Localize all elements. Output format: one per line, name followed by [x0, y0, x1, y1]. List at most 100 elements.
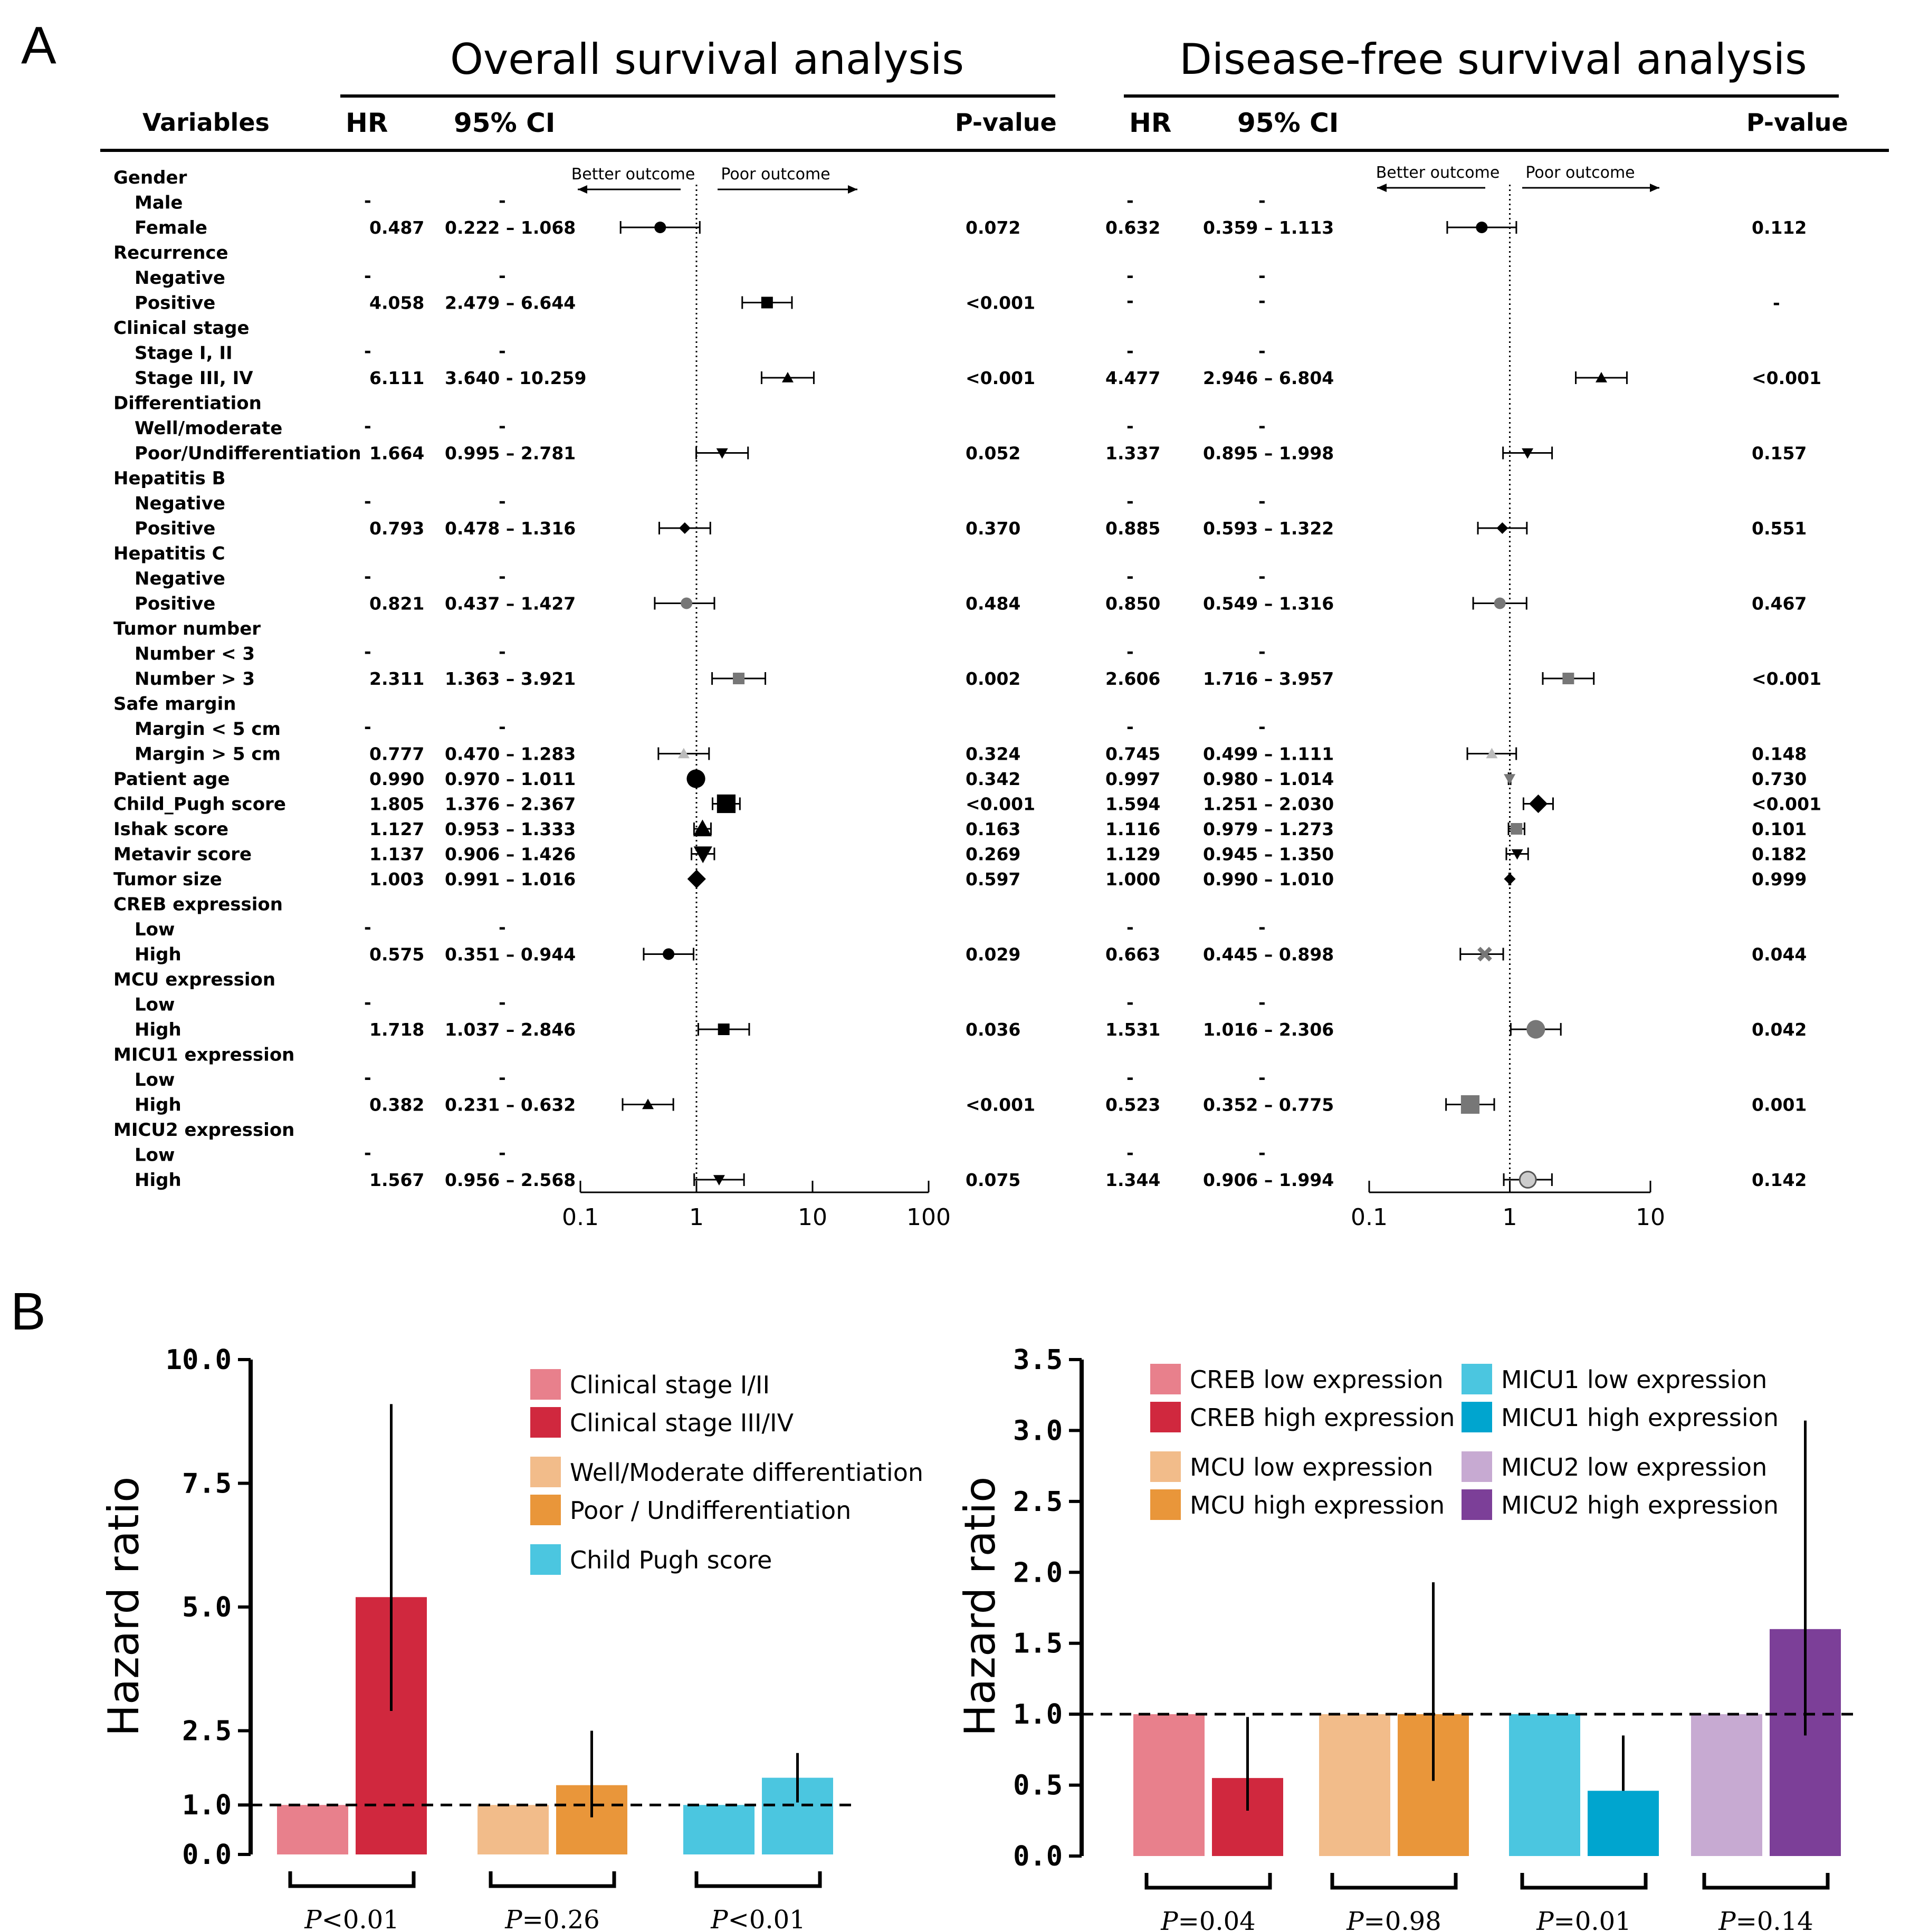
os-ci-value: - [499, 992, 506, 1013]
variable-group-label: Clinical stage [113, 318, 250, 339]
variable-level-label: Negative [135, 568, 225, 589]
os-p-value: 0.370 [966, 518, 1020, 539]
os-p-value: 0.002 [966, 668, 1020, 689]
variable-group-label: Safe margin [113, 694, 236, 715]
variable-level-label: Positive [135, 594, 215, 615]
os-point-marker [663, 948, 675, 960]
os-poor-outcome: Poor outcome [721, 165, 830, 184]
dfs-hr-value: - [1126, 642, 1134, 662]
p-rest: <0.01 [322, 1905, 399, 1932]
chart1-bar [1509, 1714, 1580, 1856]
variable-level-label: Number > 3 [135, 668, 255, 690]
os-hr-value: 1.137 [369, 844, 424, 865]
chart1-bar [1133, 1714, 1205, 1856]
chart0-y-tick-label: 10.0 [166, 1344, 232, 1376]
dfs-hr-value: - [1126, 265, 1134, 286]
dfs-point-marker [1460, 1095, 1480, 1114]
os-hr-value: 0.777 [369, 744, 424, 764]
chart1-p-value: P=0.98 [1346, 1907, 1441, 1932]
os-ci-value: 0.222 – 1.068 [445, 217, 576, 238]
variable-group-label: Ishak score [113, 819, 228, 840]
os-ci-value: 0.970 – 1.011 [445, 769, 576, 789]
os-ci-value: 0.906 – 1.426 [445, 844, 576, 865]
os-ci-value: - [499, 265, 506, 286]
dfs-p-value: 0.467 [1752, 594, 1807, 614]
variable-group-label: Child_Pugh score [113, 794, 286, 815]
os-p-value: 0.269 [966, 844, 1020, 865]
os-hr-value: 1.718 [369, 1019, 424, 1040]
os-point-marker [761, 297, 773, 309]
dfs-better-arrow-head [1377, 184, 1387, 192]
header-variables: Variables [142, 108, 270, 137]
variable-group-label: MCU expression [113, 969, 275, 990]
chart1-p-value: P=0.01 [1536, 1907, 1631, 1932]
dfs-hr-value: 1.344 [1105, 1170, 1160, 1190]
chart1-legend-label: MICU1 low expression [1501, 1365, 1767, 1394]
chart1-y-tick-label: 2.0 [1013, 1557, 1063, 1589]
dfs-ci-value: 0.895 – 1.998 [1203, 443, 1334, 464]
variable-level-label: Low [135, 919, 175, 940]
os-hr-value: 0.990 [369, 769, 424, 789]
p-italic: P [1160, 1907, 1178, 1932]
os-p-value: 0.036 [966, 1019, 1020, 1040]
dfs-point-marker [1511, 849, 1523, 860]
os-ci-value: 0.956 – 2.568 [445, 1170, 576, 1190]
chart1-legend-label: MCU high expression [1190, 1491, 1445, 1519]
os-better-arrow-head [578, 185, 587, 194]
chart0-legend-label: Poor / Undifferentiation [570, 1496, 851, 1525]
os-point-marker [677, 748, 690, 759]
os-point-marker [716, 448, 728, 459]
chart0-group-bracket [288, 1871, 416, 1888]
dfs-ci-value: 1.016 – 2.306 [1203, 1019, 1334, 1040]
chart1-legend-swatch [1462, 1402, 1492, 1432]
chart0-legend-swatch [530, 1495, 561, 1525]
os-ci-value: - [499, 1067, 506, 1088]
p-italic: P [1346, 1907, 1364, 1932]
dfs-hr-value: 0.632 [1105, 217, 1160, 238]
os-p-value: <0.001 [966, 293, 1035, 313]
dfs-poor-arrow-head [1650, 184, 1659, 192]
header-dfs-ci: 95% CI [1237, 108, 1339, 138]
os-hr-value: 0.821 [369, 594, 424, 614]
dfs-hr-value: 0.850 [1105, 594, 1160, 614]
variable-group-label: CREB expression [113, 894, 283, 915]
os-point-marker [781, 372, 794, 382]
chart0-group-bracket [694, 1871, 822, 1888]
os-hr-value: 1.567 [369, 1170, 424, 1190]
dfs-p-value: 0.148 [1752, 744, 1807, 764]
os-ci-value: 1.037 – 2.846 [445, 1019, 576, 1040]
chart0-bar [277, 1805, 348, 1854]
os-hr-value: - [364, 716, 371, 737]
chart1-legend-swatch [1150, 1364, 1181, 1394]
dfs-hr-value: 0.885 [1105, 518, 1160, 539]
chart0-y-tick-label: 0.0 [182, 1839, 232, 1871]
chart1-y-tick-label: 3.5 [1013, 1344, 1063, 1376]
dfs-ci-value: - [1258, 291, 1266, 311]
dfs-hr-value: 0.997 [1105, 769, 1160, 789]
chart1-y-tick-label: 1.5 [1013, 1628, 1063, 1660]
os-hr-value: - [364, 642, 371, 662]
dfs-hr-value: - [1126, 917, 1134, 938]
os-hr-value: 0.793 [369, 518, 424, 539]
variable-level-label: Negative [135, 493, 225, 514]
os-point-marker [693, 819, 712, 837]
chart1-p-value: P=0.14 [1718, 1907, 1813, 1932]
chart0-group-bracket [489, 1871, 616, 1888]
chart1-bar [1319, 1714, 1390, 1856]
os-point-marker [718, 1024, 730, 1035]
p-italic: P [304, 1905, 322, 1932]
os-ci-value: 2.479 – 6.644 [445, 293, 576, 313]
dfs-hr-value: 1.337 [1105, 443, 1160, 464]
os-hr-value: 1.127 [369, 819, 424, 839]
p-rest: =0.04 [1178, 1907, 1256, 1932]
chart1-legend-swatch [1462, 1489, 1492, 1520]
os-hr-value: - [364, 416, 371, 436]
dfs-hr-value: 0.663 [1105, 944, 1160, 965]
chart1-legend-label: CREB high expression [1190, 1403, 1455, 1432]
dfs-ci-value: 1.716 – 3.957 [1203, 668, 1334, 689]
dfs-ci-value: 0.359 – 1.113 [1203, 217, 1334, 238]
chart0-y-tick-label: 5.0 [182, 1592, 232, 1623]
chart1-group-bracket [1330, 1873, 1458, 1890]
dfs-ci-value: 0.593 – 1.322 [1203, 518, 1334, 539]
